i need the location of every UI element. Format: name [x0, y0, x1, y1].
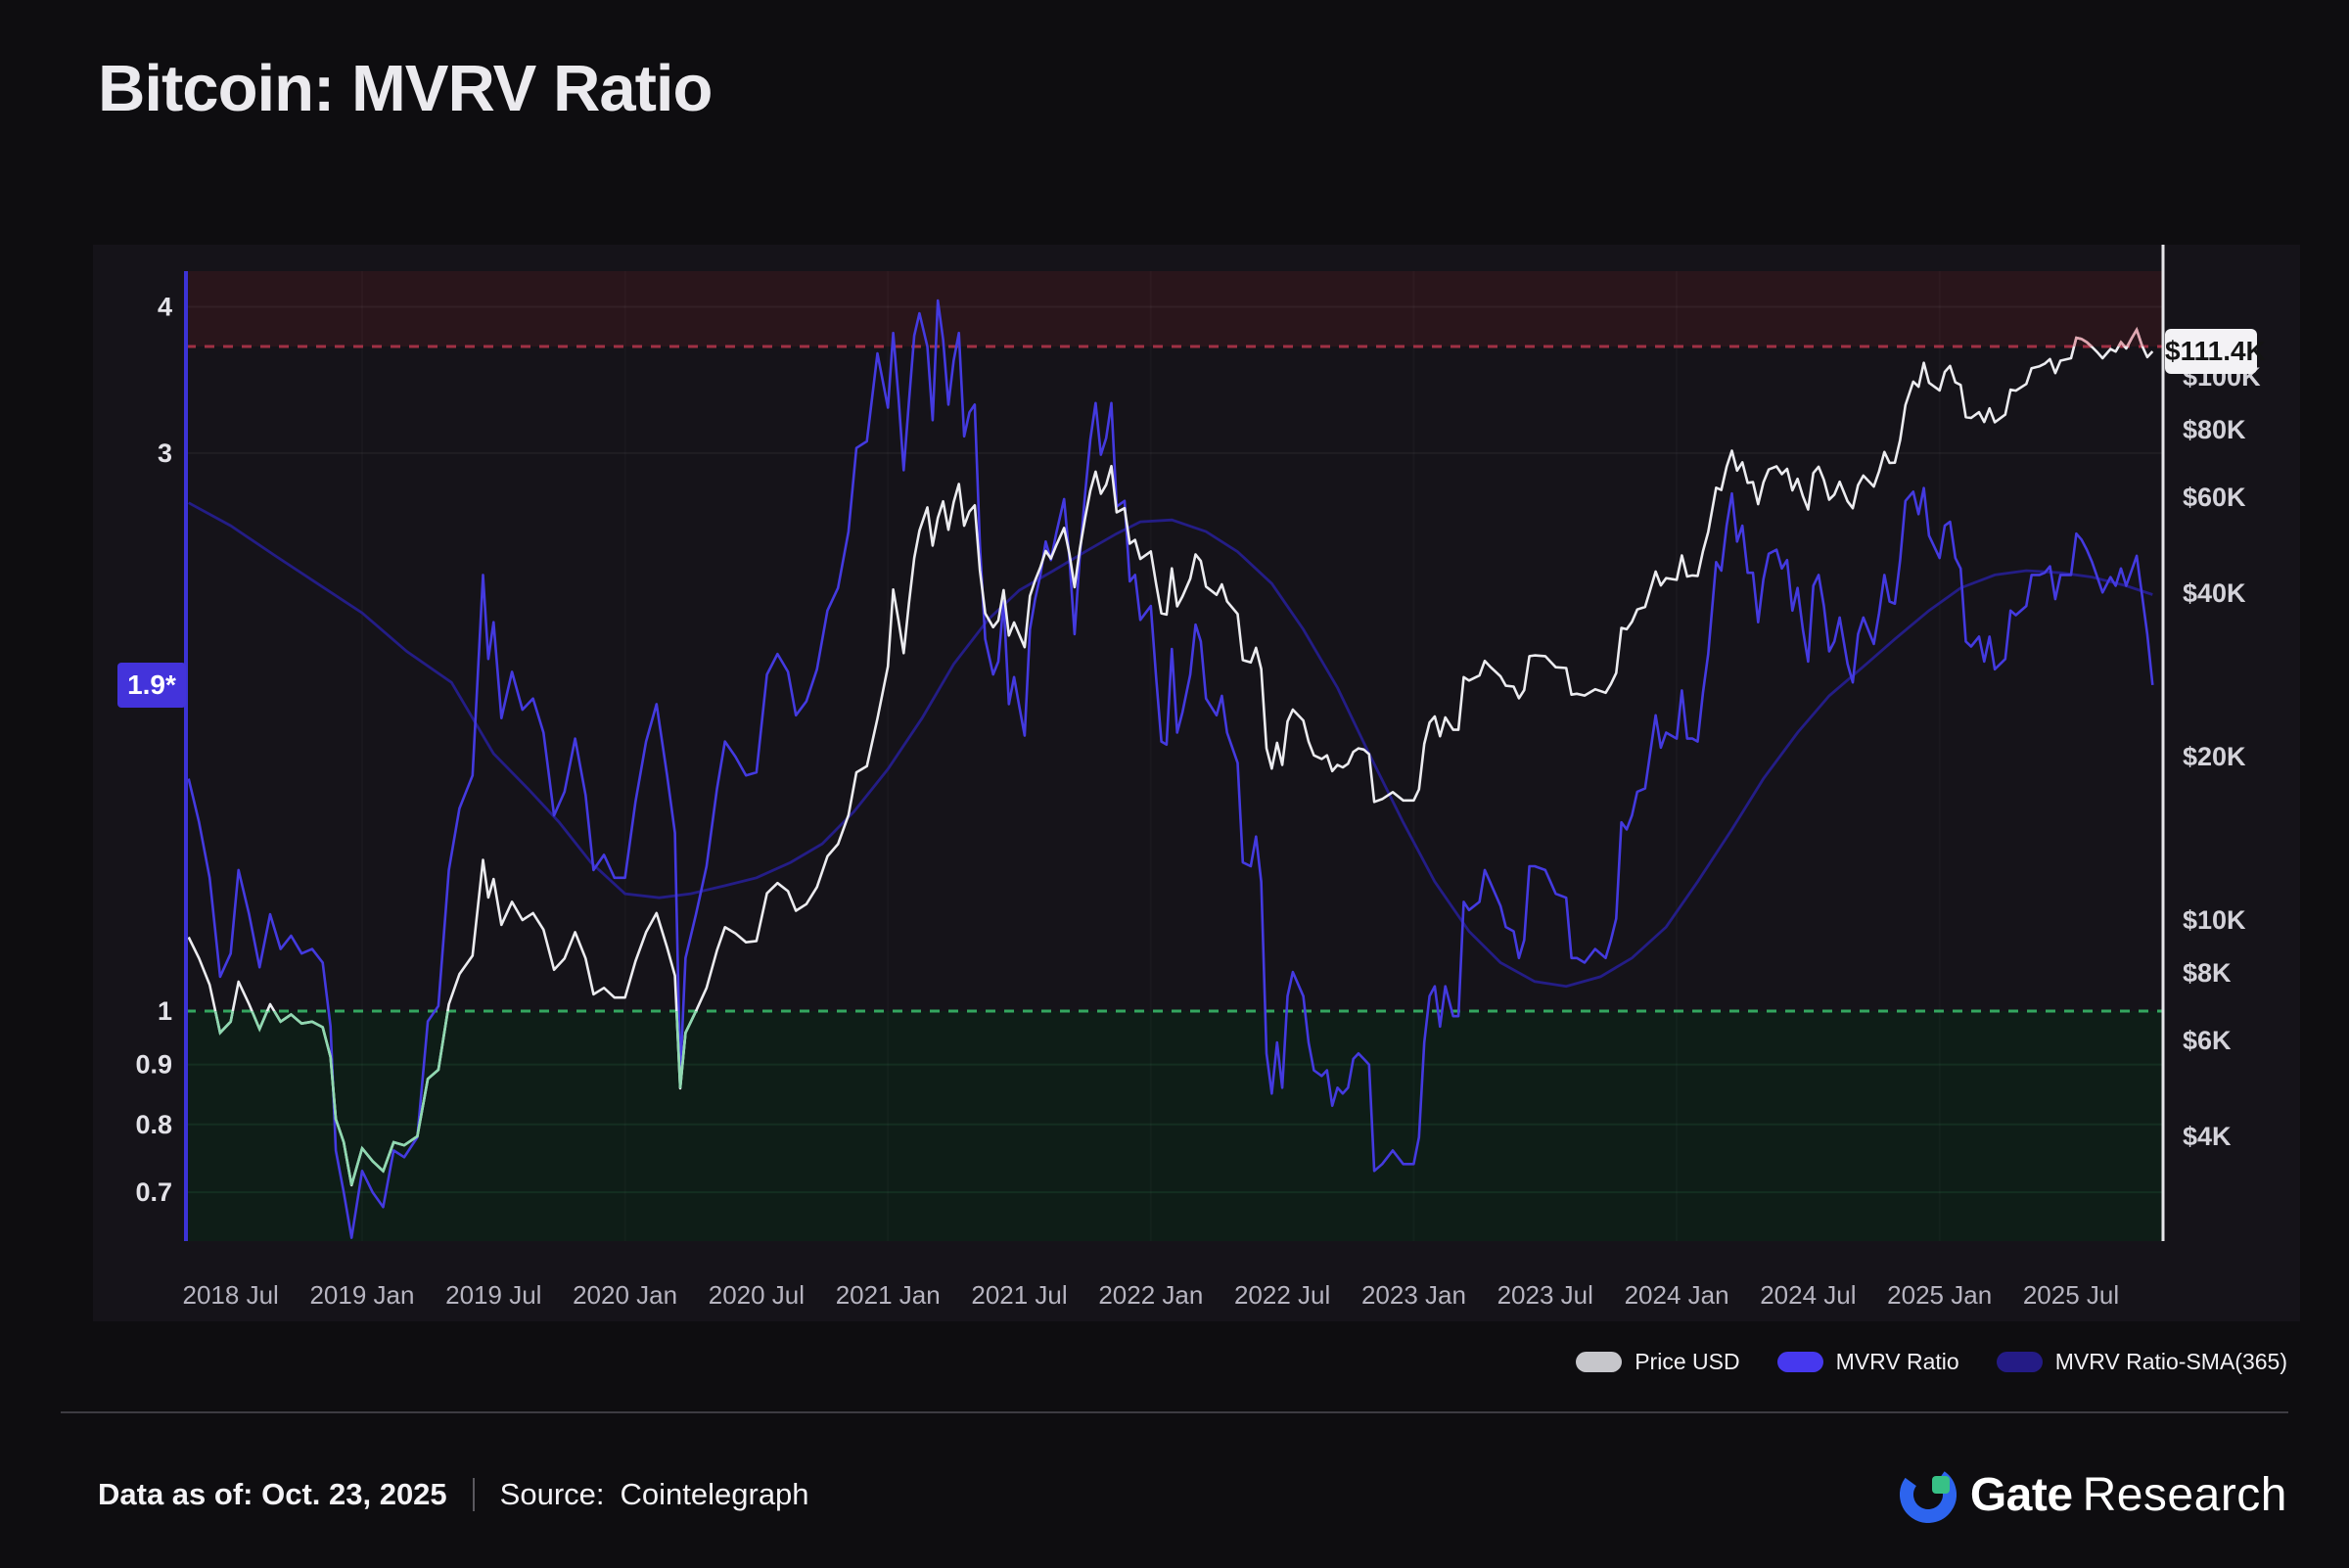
right-axis-tick-label: $8K [2183, 958, 2232, 988]
left-axis-tick-label: 0.9 [135, 1050, 172, 1080]
brand-name-bold: Gate [1969, 1468, 2073, 1521]
legend-item-price-usd: Price USD [1576, 1349, 1740, 1375]
right-axis-tick-label: $10K [2183, 905, 2246, 935]
x-axis-tick-label: 2025 Jan [1887, 1280, 1992, 1310]
legend-label: MVRV Ratio [1835, 1349, 1959, 1374]
right-axis-tick-label: $40K [2183, 578, 2246, 608]
x-axis-tick-label: 2025 Jul [2023, 1280, 2119, 1310]
x-axis-tick-label: 2024 Jan [1625, 1280, 1729, 1310]
right-axis-tick-label: $4K [2183, 1122, 2232, 1151]
page-title: Bitcoin: MVRV Ratio [98, 52, 713, 125]
legend-item-mvrv-sma: MVRV Ratio-SMA(365) [1996, 1349, 2287, 1375]
x-axis-tick-label: 2022 Jan [1098, 1280, 1203, 1310]
right-axis-tick-label: $80K [2183, 415, 2246, 444]
left-axis-tick-label: 0.7 [135, 1177, 172, 1207]
overvalued-zone [186, 271, 2163, 346]
price-current-badge: $111.4K [2165, 329, 2266, 374]
right-axis-tick-label: $20K [2183, 742, 2246, 771]
gate-logo-icon [1899, 1466, 1957, 1523]
left-axis-tick-label: 0.8 [135, 1110, 172, 1139]
footer-divider [61, 1411, 2288, 1413]
x-axis-tick-label: 2018 Jul [183, 1280, 279, 1310]
left-axis-tick-label: 1 [158, 996, 172, 1026]
x-axis-tick-label: 2023 Jul [1497, 1280, 1593, 1310]
right-axis-tick-label: $6K [2183, 1026, 2232, 1055]
mvrv-sma365-line [188, 501, 2153, 989]
x-axis-tick-label: 2020 Jul [709, 1280, 805, 1310]
left-axis-tick-label: 3 [158, 438, 172, 468]
gate-research-logo: Gate Research [1899, 1464, 2287, 1525]
mvrv-ratio-line [187, 299, 2154, 1239]
legend-item-mvrv-ratio: MVRV Ratio [1776, 1349, 1959, 1375]
source-value: Cointelegraph [620, 1477, 809, 1511]
price-usd-line [187, 328, 2154, 1187]
x-axis-tick-label: 2022 Jul [1234, 1280, 1330, 1310]
undervalued-zone [186, 1011, 2163, 1241]
legend: Price USD MVRV Ratio MVRV Ratio-SMA(365) [1576, 1349, 2287, 1375]
mvrv-chart: 4310.90.80.7$100K$80K$60K$40K$20K$10K$8K… [135, 245, 2261, 1310]
right-axis-tick-label: $60K [2183, 483, 2246, 512]
x-axis-tick-label: 2024 Jul [1760, 1280, 1856, 1310]
source-label: Source: [499, 1477, 605, 1511]
x-axis-tick-label: 2021 Jul [971, 1280, 1067, 1310]
mvrv-sma-swatch-icon [1996, 1352, 2043, 1372]
data-as-of-text: Data as of: Oct. 23, 2025 [98, 1477, 447, 1511]
x-axis-tick-label: 2023 Jan [1361, 1280, 1466, 1310]
x-axis-tick-label: 2020 Jan [573, 1280, 677, 1310]
mvrv-ratio-swatch-icon [1776, 1352, 1823, 1372]
footer: Data as of: Oct. 23, 2025 Source: Cointe… [98, 1473, 809, 1516]
brand-name-rest: Research [2082, 1468, 2287, 1521]
left-axis-tick-label: 4 [158, 293, 172, 322]
x-axis-tick-label: 2019 Jan [309, 1280, 414, 1310]
x-axis-tick-label: 2019 Jul [445, 1280, 541, 1310]
mvrv-current-badge: 1.9* [117, 663, 186, 708]
price-usd-swatch-icon [1576, 1352, 1623, 1372]
x-axis-tick-label: 2021 Jan [836, 1280, 941, 1310]
legend-label: MVRV Ratio-SMA(365) [2054, 1349, 2287, 1374]
footer-separator [472, 1478, 475, 1511]
legend-label: Price USD [1635, 1349, 1740, 1374]
